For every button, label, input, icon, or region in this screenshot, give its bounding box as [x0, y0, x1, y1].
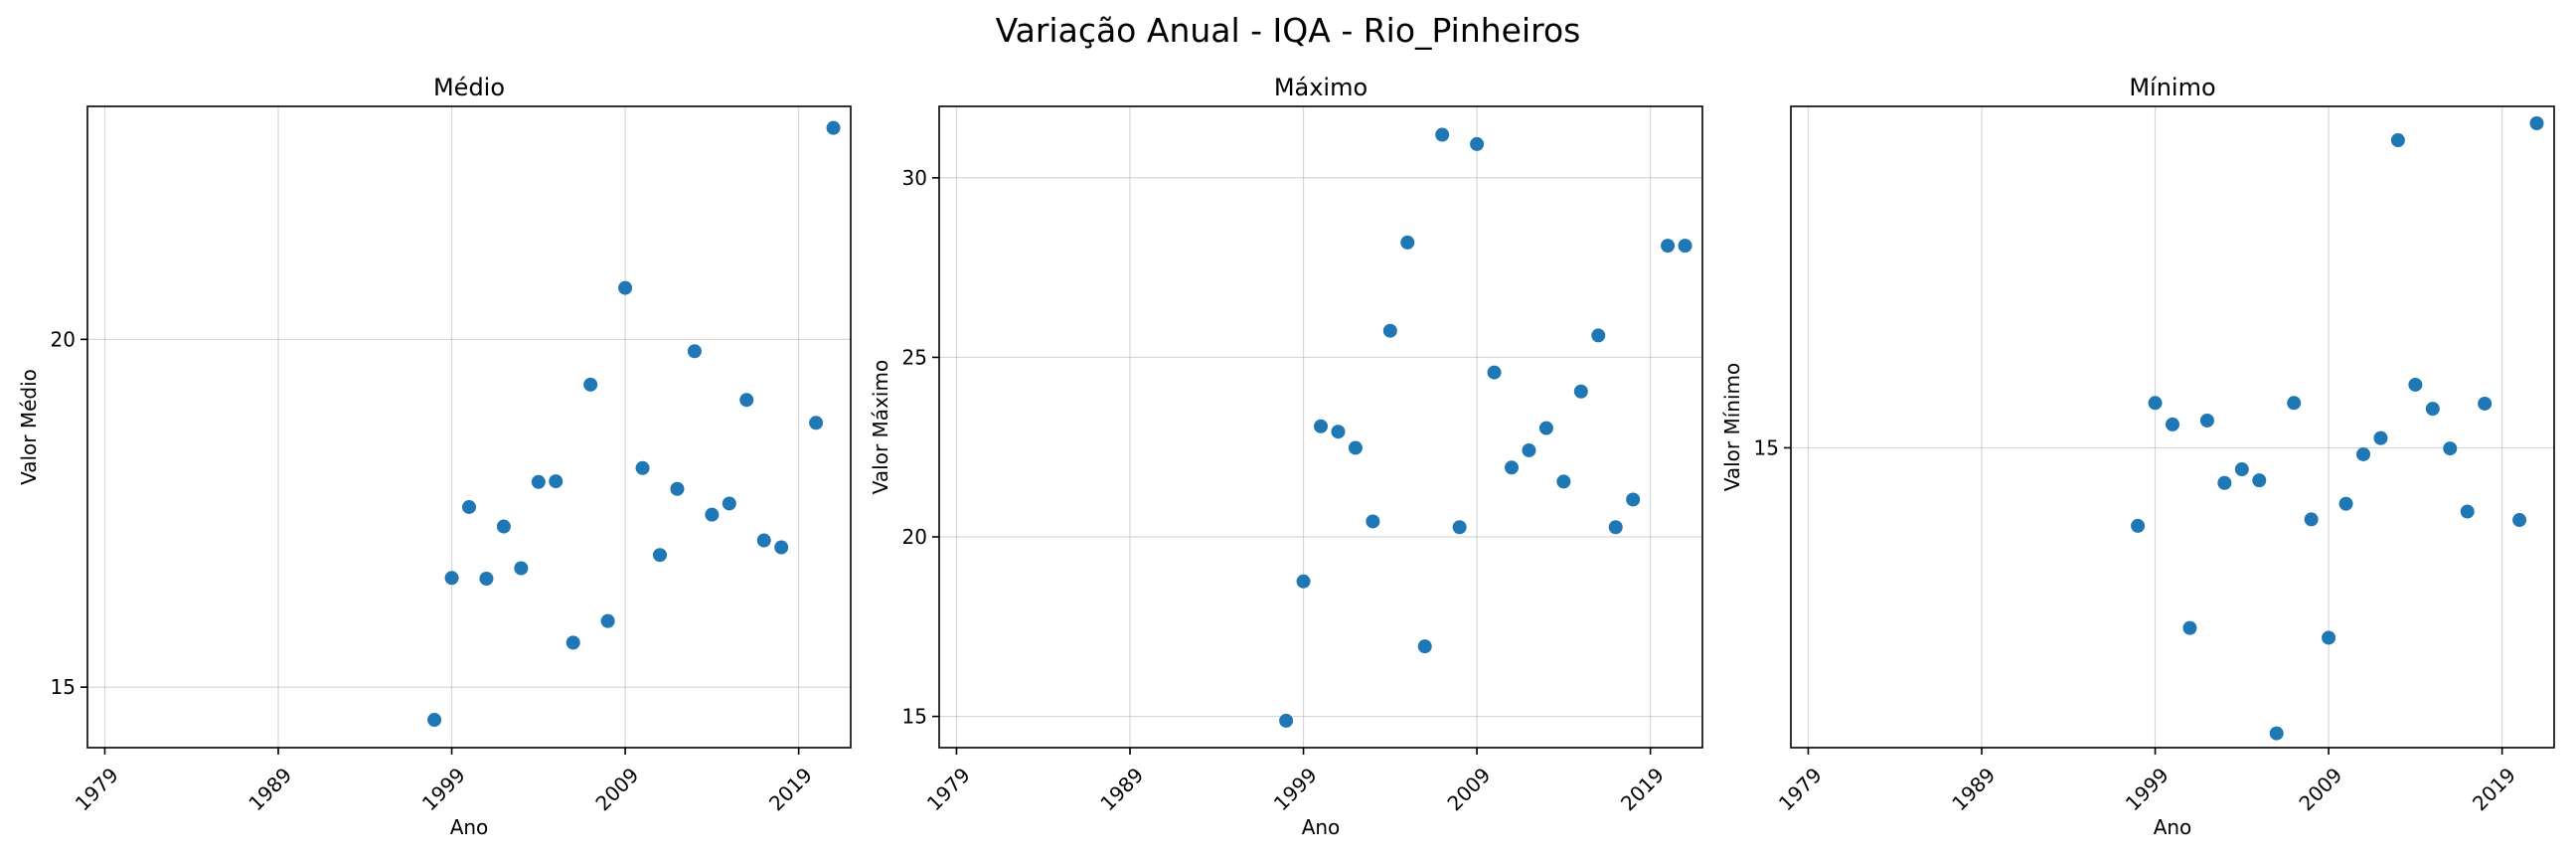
data-point — [2148, 396, 2163, 411]
data-point — [2356, 446, 2370, 461]
y-tick-label: 15 — [902, 705, 927, 729]
data-point — [1348, 440, 1363, 455]
data-point — [1626, 492, 1641, 507]
data-point — [722, 496, 736, 511]
data-point — [1296, 574, 1311, 589]
data-point — [514, 561, 529, 576]
data-point — [705, 507, 720, 522]
data-point — [2182, 620, 2197, 635]
data-point — [1331, 425, 1346, 439]
axes-frame — [86, 105, 852, 749]
y-tick-label: 20 — [51, 327, 76, 351]
subplot-title: Máximo — [1274, 74, 1368, 101]
data-point — [2529, 116, 2544, 131]
data-point — [618, 280, 633, 295]
y-tick-label: 15 — [51, 675, 76, 699]
data-point — [2390, 133, 2405, 148]
data-point — [1505, 460, 1519, 475]
data-point — [2408, 377, 2423, 392]
data-point — [1470, 136, 1485, 151]
data-point — [1279, 713, 1294, 728]
axes-frame — [1790, 105, 2555, 749]
data-point — [2234, 462, 2249, 477]
data-point — [2252, 473, 2267, 488]
data-point — [687, 344, 702, 359]
data-point — [774, 540, 789, 555]
data-point — [444, 571, 459, 586]
data-point — [756, 533, 771, 548]
y-tick-label: 30 — [902, 166, 927, 190]
x-axis-label: Ano — [450, 815, 489, 839]
data-point — [2304, 512, 2319, 527]
data-point — [549, 474, 564, 489]
data-point — [583, 377, 598, 392]
y-tick-label: 20 — [902, 525, 927, 549]
data-point — [739, 393, 754, 408]
data-point — [1487, 365, 1502, 380]
data-point — [531, 474, 546, 489]
data-point — [2322, 630, 2336, 645]
data-point — [2478, 396, 2493, 411]
x-axis-label: Ano — [1302, 815, 1341, 839]
data-point — [809, 416, 824, 430]
data-point — [462, 499, 476, 514]
axes-frame — [938, 105, 1703, 749]
y-axis-label: Valor Médio — [17, 369, 41, 485]
data-point — [1314, 419, 1328, 433]
x-axis-label: Ano — [2154, 815, 2192, 839]
data-point — [653, 548, 667, 563]
data-point — [2217, 475, 2232, 490]
subplot-2: 1979 1989 1999 2009 201915202530MáximoAnoVal… — [869, 74, 1703, 839]
data-point — [2425, 402, 2440, 417]
data-point — [1522, 442, 1536, 457]
data-point — [2443, 441, 2458, 456]
y-tick-label: 25 — [902, 345, 927, 369]
data-point — [565, 635, 580, 650]
data-point — [826, 120, 841, 135]
data-point — [496, 519, 511, 534]
data-point — [670, 481, 685, 496]
data-point — [2287, 396, 2302, 411]
data-point — [1435, 127, 1450, 142]
data-point — [427, 713, 442, 728]
y-axis-label: Valor Mínimo — [1720, 363, 1744, 492]
data-point — [1538, 421, 1553, 435]
data-point — [2338, 496, 2353, 511]
subplot-title: Mínimo — [2129, 74, 2215, 101]
data-point — [1678, 239, 1692, 254]
data-point — [600, 613, 615, 628]
data-point — [1452, 520, 1467, 535]
data-point — [2460, 504, 2475, 519]
data-point — [2131, 518, 2146, 533]
data-point — [1556, 474, 1571, 489]
data-point — [2269, 726, 2284, 741]
data-point — [2166, 417, 2179, 431]
data-point — [1382, 323, 1397, 338]
data-point — [1608, 520, 1623, 535]
data-point — [1573, 384, 1588, 399]
figure-suptitle: Variação Anual - IQA - Rio_Pinheiros — [996, 11, 1581, 50]
data-point — [635, 460, 650, 475]
data-point — [1400, 235, 1415, 250]
subplot-title: Médio — [433, 74, 505, 101]
data-point — [1417, 639, 1432, 654]
data-point — [479, 572, 494, 587]
data-point — [2199, 413, 2214, 428]
data-point — [1591, 328, 1606, 343]
data-point — [2512, 513, 2527, 528]
data-point — [2373, 430, 2388, 445]
data-point — [1366, 514, 1380, 529]
data-point — [1661, 239, 1676, 254]
y-tick-label: 15 — [1754, 435, 1779, 459]
y-axis-label: Valor Máximo — [869, 360, 892, 494]
